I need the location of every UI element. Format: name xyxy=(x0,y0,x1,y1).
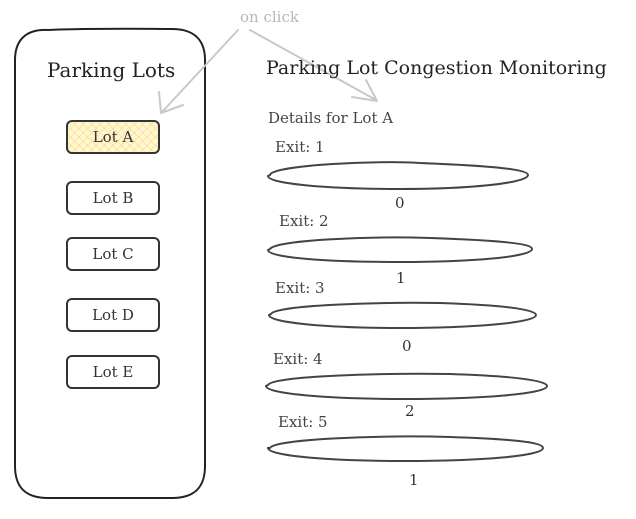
exit-4-bar xyxy=(264,372,549,401)
exit-5-bar xyxy=(266,435,545,463)
exit-4-label: Exit: 4 xyxy=(273,350,323,368)
exit-4-count: 2 xyxy=(405,402,415,420)
exit-5-label: Exit: 5 xyxy=(278,413,328,431)
exit-1-label: Exit: 1 xyxy=(275,138,325,156)
lot-d-button[interactable]: Lot D xyxy=(66,298,160,332)
sidebar-title: Parking Lots xyxy=(47,58,176,82)
exit-1-bar xyxy=(266,161,530,191)
exit-2-bar xyxy=(266,236,534,264)
lot-a-button[interactable]: Lot A xyxy=(66,120,160,154)
on-click-annotation: on click xyxy=(240,8,299,26)
exit-2-label: Exit: 2 xyxy=(279,212,329,230)
page-title: Parking Lot Congestion Monitoring xyxy=(266,57,607,79)
exit-1-count: 0 xyxy=(395,194,405,212)
lot-c-button[interactable]: Lot C xyxy=(66,237,160,271)
details-heading: Details for Lot A xyxy=(268,109,394,127)
exit-3-label: Exit: 3 xyxy=(275,279,325,297)
lot-b-button[interactable]: Lot B xyxy=(66,181,160,215)
exit-3-bar xyxy=(267,301,538,330)
exit-5-count: 1 xyxy=(409,471,419,489)
lot-e-button[interactable]: Lot E xyxy=(66,355,160,389)
exit-2-count: 1 xyxy=(396,269,406,287)
exit-3-count: 0 xyxy=(402,337,412,355)
